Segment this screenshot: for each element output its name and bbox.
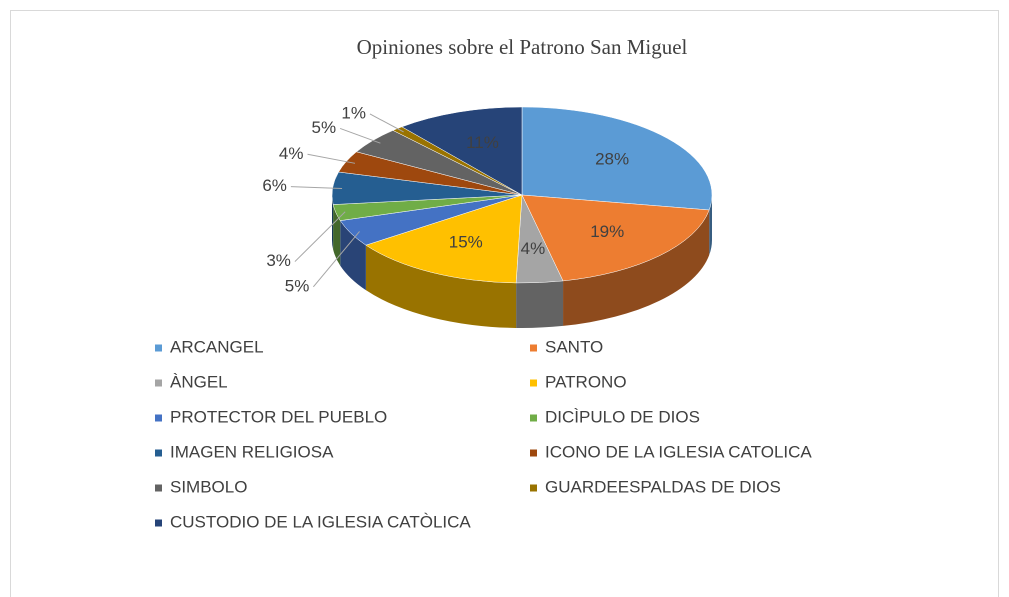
slice	[365, 194, 523, 284]
data-label: 5%	[312, 118, 337, 137]
leader-line	[312, 231, 360, 288]
data-label: 5%	[285, 276, 310, 295]
legend-marker	[155, 484, 162, 492]
slice-side	[563, 209, 710, 326]
legend-label: SIMBOLO	[170, 477, 247, 496]
slice	[521, 194, 710, 282]
legend-marker	[155, 519, 162, 527]
data-label: 6%	[262, 176, 287, 195]
data-label: 1%	[341, 103, 366, 122]
data-label: 4%	[521, 239, 546, 258]
slice	[401, 106, 523, 196]
legend-label: ÀNGEL	[170, 372, 228, 391]
legend-marker	[155, 379, 162, 387]
legend-label: PROTECTOR DEL PUEBLO	[170, 407, 387, 426]
legend-marker	[155, 449, 162, 457]
data-label: 3%	[266, 251, 291, 270]
leader-line	[339, 127, 381, 144]
data-label: 15%	[449, 232, 483, 251]
slice-side	[365, 245, 517, 328]
leader-line	[290, 186, 343, 190]
leader-line	[369, 113, 404, 133]
legend-marker	[155, 344, 162, 352]
legend-marker	[530, 449, 537, 457]
legend-label: CUSTODIO DE LA IGLESIA CATÒLICA	[170, 512, 471, 531]
slice	[521, 106, 713, 211]
slice-side	[333, 204, 341, 266]
slice-side	[332, 195, 334, 250]
legend-label: IMAGEN RELIGIOSA	[170, 442, 334, 461]
legend-marker	[530, 379, 537, 387]
legend-label: PATRONO	[545, 372, 627, 391]
legend-marker	[530, 344, 537, 352]
legend-label: DICÌPULO DE DIOS	[545, 407, 700, 426]
slice-side	[516, 280, 564, 328]
leader-line	[294, 211, 346, 262]
slice-side	[340, 220, 366, 291]
legend-label: GUARDEESPALDAS DE DIOS	[545, 477, 781, 496]
data-label: 4%	[279, 144, 304, 163]
legend-label: ICONO DE LA IGLESIA CATOLICA	[545, 442, 812, 461]
slice-side	[709, 195, 712, 255]
data-label: 19%	[590, 222, 624, 241]
data-label: 28%	[595, 149, 629, 168]
legend-marker	[530, 414, 537, 422]
leader-line	[307, 153, 356, 164]
legend-marker	[155, 414, 162, 422]
legend-label: ARCANGEL	[170, 337, 264, 356]
legend-label: SANTO	[545, 337, 603, 356]
chart-title: Opiniones sobre el Patrono San Miguel	[357, 35, 688, 59]
data-label: 11%	[466, 133, 499, 152]
legend-marker	[530, 484, 537, 492]
